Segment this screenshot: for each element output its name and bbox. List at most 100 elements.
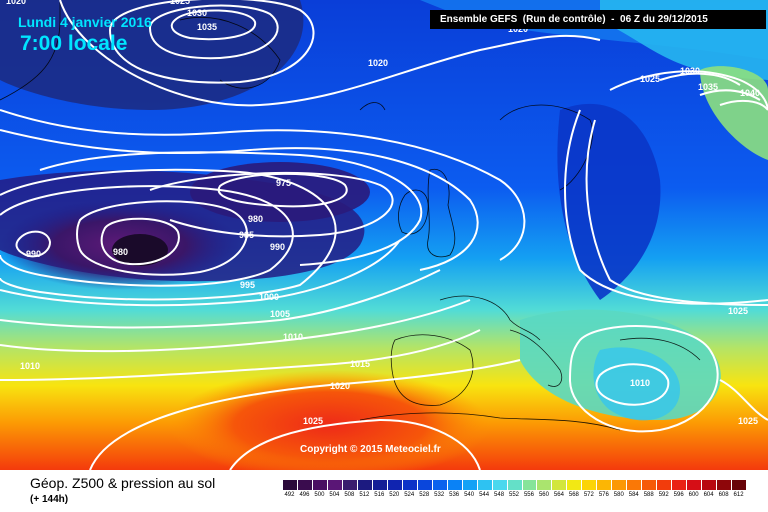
coast-italy (509, 329, 563, 387)
pressure-label: 1035 (197, 22, 217, 32)
legend-swatch (671, 480, 687, 490)
pressure-label: 1005 (270, 309, 290, 319)
legend-value: 552 (509, 492, 520, 498)
legend-entry: 556 (521, 480, 537, 502)
pressure-label: 975 (276, 178, 291, 188)
legend-swatch (596, 480, 612, 490)
isobar-1000 (0, 239, 401, 307)
isobar-990-small (15, 230, 52, 258)
legend-value: 560 (538, 492, 549, 498)
legend-swatch (491, 480, 507, 490)
legend-swatch (296, 480, 312, 490)
isobar-outer-1 (0, 109, 526, 261)
legend-value: 492 (284, 492, 295, 498)
pressure-label: 1030 (680, 66, 700, 76)
legend-swatch (581, 480, 597, 490)
map-title: Géop. Z500 & pression au sol (30, 475, 216, 491)
pressure-label: 1020 (330, 381, 350, 391)
isobar-outer-3 (39, 151, 423, 266)
legend-entry: 532 (431, 480, 447, 502)
legend-swatch (401, 480, 417, 490)
weather-map: 1020 1025 1030 1035 1020 1020 1025 1030 … (0, 0, 768, 470)
legend-value: 508 (344, 492, 355, 498)
coast-greenland (179, 17, 281, 89)
legend-value: 532 (434, 492, 445, 498)
legend-entry: 612 (731, 480, 747, 502)
coast-iceland (359, 102, 386, 111)
legend-entry: 540 (461, 480, 477, 502)
legend-value: 540 (464, 492, 475, 498)
legend-value: 592 (658, 492, 669, 498)
legend-swatch (416, 480, 432, 490)
legend-value: 520 (389, 492, 400, 498)
legend-swatch (341, 480, 357, 490)
legend-value: 548 (494, 492, 505, 498)
legend-swatch (431, 480, 447, 490)
legend-value: 544 (479, 492, 490, 498)
legend-value: 604 (703, 492, 714, 498)
isobar-990 (0, 185, 294, 287)
legend-swatch (716, 480, 732, 490)
legend-entry: 600 (686, 480, 702, 502)
coast-black-sea (619, 337, 701, 361)
isobar-1005 (0, 269, 441, 329)
legend-swatch (386, 480, 402, 490)
z500-ne-green (700, 66, 768, 160)
legend-value: 612 (733, 492, 744, 498)
isobar-1020-north (59, 0, 601, 107)
pressure-label: 1025 (303, 416, 323, 426)
legend-swatch (356, 480, 372, 490)
legend-entry: 548 (491, 480, 507, 502)
legend-entry: 552 (506, 480, 522, 502)
legend-swatch (551, 480, 567, 490)
color-legend: 492 496 500 504 508 512 516 520 524 528 532 536 540 5… (282, 480, 747, 502)
pressure-label: 1025 (170, 0, 190, 6)
legend-entry: 580 (611, 480, 627, 502)
isobar-995 (0, 168, 337, 301)
pressure-label: 1040 (740, 88, 760, 98)
legend-swatch (506, 480, 522, 490)
legend-swatch (701, 480, 717, 490)
legend-entry: 564 (551, 480, 567, 502)
isobar-labels: 1020 1025 1030 1035 1020 1020 1025 1030 … (6, 0, 760, 426)
copyright-text: Copyright © 2015 Meteociel.fr (300, 444, 441, 455)
legend-value: 524 (404, 492, 415, 498)
legend-value: 512 (359, 492, 370, 498)
legend-swatch (476, 480, 492, 490)
pressure-label: 1020 (6, 0, 26, 6)
legend-value: 504 (329, 492, 340, 498)
legend-entry: 512 (356, 480, 372, 502)
coast-iberia (390, 334, 474, 406)
coast-labrador (0, 0, 61, 101)
legend-value: 588 (643, 492, 654, 498)
coastlines (0, 0, 701, 431)
legend-entry: 528 (416, 480, 432, 502)
pressure-label: 985 (239, 230, 254, 240)
pressure-label: 1000 (259, 292, 279, 302)
legend-swatch (282, 480, 297, 490)
legend-value: 568 (568, 492, 579, 498)
coast-france (439, 295, 541, 341)
legend-swatch (446, 480, 462, 490)
map-footer: Géop. Z500 & pression au sol (+ 144h) 49… (0, 470, 768, 512)
legend-value: 600 (688, 492, 699, 498)
legend-entry: 576 (596, 480, 612, 502)
isobar-980-outer (149, 171, 394, 238)
isobar-1030-ne (659, 72, 741, 86)
isobars (0, 0, 768, 470)
pressure-label: 980 (113, 247, 128, 257)
legend-swatch (656, 480, 672, 490)
pressure-label: 1035 (698, 82, 718, 92)
legend-entry: 520 (386, 480, 402, 502)
legend-value: 528 (419, 492, 430, 498)
forecast-time: 7:00 locale (20, 32, 128, 55)
pressure-label: 1025 (738, 416, 758, 426)
legend-swatch (311, 480, 327, 490)
pressure-label: 990 (270, 242, 285, 252)
isobar-1040-ne (719, 99, 768, 111)
pressure-label: 1025 (728, 306, 748, 316)
legend-value: 608 (718, 492, 729, 498)
isobar-1015 (0, 329, 481, 381)
model-run-banner: Ensemble GEFS (Run de contrôle) - 06 Z d… (430, 10, 766, 29)
legend-value: 596 (673, 492, 684, 498)
